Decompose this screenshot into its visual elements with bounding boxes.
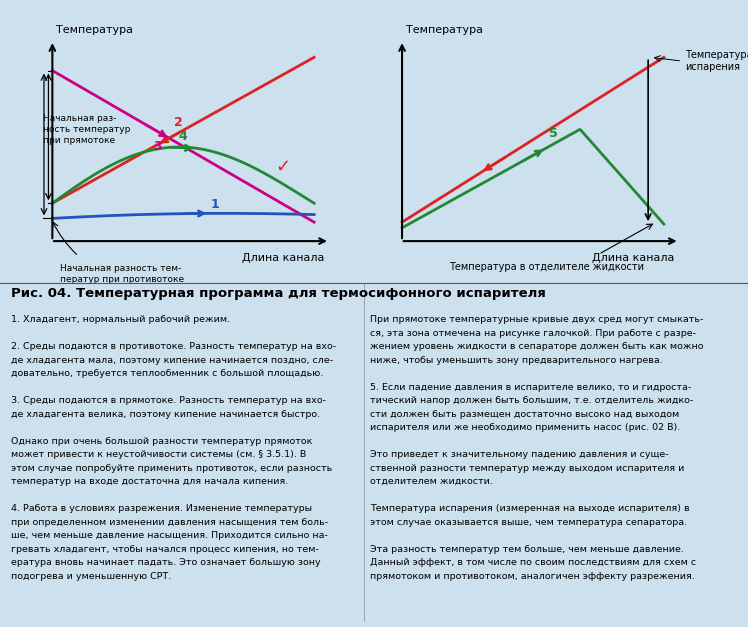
Text: При прямотоке температурные кривые двух сред могут смыкать-: При прямотоке температурные кривые двух … <box>370 315 704 324</box>
Text: Рис. 04. Температурная программа для термосифонного испарителя: Рис. 04. Температурная программа для тер… <box>11 287 546 300</box>
Text: Температура в отделителе жидкости: Температура в отделителе жидкости <box>449 262 644 272</box>
Text: ся, эта зона отмечена на рисунке галочкой. При работе с разре-: ся, эта зона отмечена на рисунке галочко… <box>370 329 696 338</box>
Text: Температура
испарения: Температура испарения <box>685 50 748 72</box>
Text: жением уровень жидкости в сепараторе должен быть как можно: жением уровень жидкости в сепараторе дол… <box>370 342 704 351</box>
Text: отделителем жидкости.: отделителем жидкости. <box>370 477 493 486</box>
Text: при определенном изменении давления насыщения тем боль-: при определенном изменении давления насы… <box>11 517 328 527</box>
Text: испарителя или же необходимо применить насос (рис. 02 В).: испарителя или же необходимо применить н… <box>370 423 681 432</box>
Text: прямотоком и противотоком, аналогичен эффекту разрежения.: прямотоком и противотоком, аналогичен эф… <box>370 572 695 581</box>
Text: 1. Хладагент, нормальный рабочий режим.: 1. Хладагент, нормальный рабочий режим. <box>11 315 230 324</box>
Text: Начальная раз-
ность температур
при прямотоке: Начальная раз- ность температур при прям… <box>43 113 131 145</box>
Text: ✓: ✓ <box>275 158 290 176</box>
Text: 4: 4 <box>179 130 188 142</box>
Text: довательно, требуется теплообменник с большой площадью.: довательно, требуется теплообменник с бо… <box>11 369 323 378</box>
Text: де хладагента мала, поэтому кипение начинается поздно, сле-: де хладагента мала, поэтому кипение начи… <box>11 356 334 365</box>
Text: де хладагента велика, поэтому кипение начинается быстро.: де хладагента велика, поэтому кипение на… <box>11 410 320 419</box>
Text: ниже, чтобы уменьшить зону предварительного нагрева.: ниже, чтобы уменьшить зону предварительн… <box>370 356 663 365</box>
Text: тический напор должен быть большим, т.е. отделитель жидко-: тический напор должен быть большим, т.е.… <box>370 396 693 405</box>
Text: 3: 3 <box>153 140 162 153</box>
Text: 4. Работа в условиях разрежения. Изменение температуры: 4. Работа в условиях разрежения. Изменен… <box>11 504 313 513</box>
Text: Однако при очень большой разности температур прямоток: Однако при очень большой разности темпер… <box>11 436 313 446</box>
Text: Температура: Температура <box>406 24 483 34</box>
Text: может привести к неустойчивости системы (см. § 3.5.1). В: может привести к неустойчивости системы … <box>11 450 307 459</box>
Text: 2: 2 <box>174 115 183 129</box>
Text: 1: 1 <box>210 198 219 211</box>
Text: Длина канала: Длина канала <box>592 253 675 263</box>
Text: этом случае попробуйте применить противоток, если разность: этом случае попробуйте применить противо… <box>11 464 332 473</box>
Text: Эта разность температур тем больше, чем меньше давление.: Эта разность температур тем больше, чем … <box>370 544 684 554</box>
Text: Это приведет к значительному падению давления и суще-: Это приведет к значительному падению дав… <box>370 450 669 459</box>
Text: Данный эффект, в том числе по своим последствиям для схем с: Данный эффект, в том числе по своим посл… <box>370 558 696 567</box>
Text: Температура испарения (измеренная на выходе испарителя) в: Температура испарения (измеренная на вых… <box>370 504 690 513</box>
Text: температур на входе достаточна для начала кипения.: температур на входе достаточна для начал… <box>11 477 289 486</box>
Text: 5. Если падение давления в испарителе велико, то и гидроста-: 5. Если падение давления в испарителе ве… <box>370 382 691 392</box>
Text: ственной разности температур между выходом испарителя и: ственной разности температур между выход… <box>370 464 684 473</box>
Text: ература вновь начинает падать. Это означает большую зону: ература вновь начинает падать. Это означ… <box>11 558 321 567</box>
Text: 3. Среды подаются в прямотоке. Разность температур на вхо-: 3. Среды подаются в прямотоке. Разность … <box>11 396 326 405</box>
Text: Длина канала: Длина канала <box>242 253 325 263</box>
Text: гревать хладагент, чтобы начался процесс кипения, но тем-: гревать хладагент, чтобы начался процесс… <box>11 544 319 554</box>
Text: ше, чем меньше давление насыщения. Приходится сильно на-: ше, чем меньше давление насыщения. Прихо… <box>11 531 328 540</box>
Text: Температура: Температура <box>56 24 133 34</box>
Text: 2. Среды подаются в противотоке. Разность температур на вхо-: 2. Среды подаются в противотоке. Разност… <box>11 342 337 351</box>
Text: сти должен быть размещен достаточно высоко над выходом: сти должен быть размещен достаточно высо… <box>370 410 679 419</box>
Text: подогрева и уменьшенную СРТ.: подогрева и уменьшенную СРТ. <box>11 572 171 581</box>
Text: 5: 5 <box>548 127 557 140</box>
Text: этом случае оказывается выше, чем температура сепаратора.: этом случае оказывается выше, чем темпер… <box>370 517 687 527</box>
Text: Начальная разность тем-
ператур при противотоке: Начальная разность тем- ператур при прот… <box>60 264 184 284</box>
